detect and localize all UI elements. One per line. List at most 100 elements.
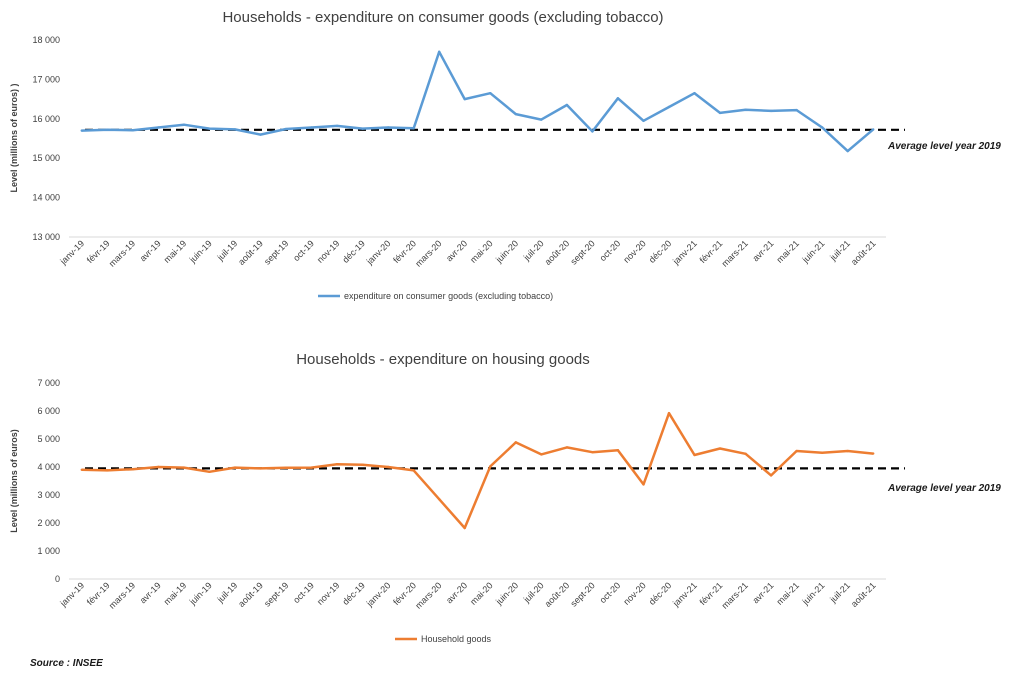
x-tick-label: nov-20 xyxy=(621,580,648,607)
data-point xyxy=(718,447,722,450)
data-point xyxy=(693,453,696,457)
x-tick-label: mars-21 xyxy=(720,580,750,610)
x-tick-label: sept-19 xyxy=(262,580,290,608)
y-tick-label: 14 000 xyxy=(32,193,60,203)
data-point xyxy=(80,129,83,132)
data-point xyxy=(795,108,798,112)
data-point xyxy=(284,466,288,470)
data-point xyxy=(642,483,645,486)
y-tick-label: 4 000 xyxy=(37,462,60,472)
data-point xyxy=(386,465,390,469)
data-point xyxy=(259,133,262,136)
y-axis-label: Level (millions of euros) ) xyxy=(9,83,19,192)
x-tick-label: avr-20 xyxy=(444,580,469,605)
legend-label: Household goods xyxy=(421,634,492,644)
data-point xyxy=(540,118,543,121)
x-tick-label: mars-20 xyxy=(413,580,443,610)
x-tick-label: déc-20 xyxy=(647,580,674,607)
x-tick-label: oct-20 xyxy=(598,238,623,263)
y-tick-label: 15 000 xyxy=(32,153,60,163)
data-point xyxy=(361,463,364,466)
data-point xyxy=(667,105,671,109)
data-point xyxy=(208,127,211,130)
x-tick-label: juin-21 xyxy=(800,580,827,607)
x-tick-label: août-19 xyxy=(236,238,265,267)
data-point xyxy=(131,468,135,471)
x-tick-label: oct-19 xyxy=(291,580,316,605)
x-tick-label: janv-21 xyxy=(670,580,699,609)
data-point xyxy=(157,465,160,469)
data-point xyxy=(438,498,441,501)
data-point xyxy=(157,126,160,129)
x-tick-label: juin-20 xyxy=(493,238,520,265)
data-point xyxy=(820,451,824,454)
data-point xyxy=(208,470,211,473)
data-point xyxy=(769,474,773,477)
y-tick-label: 13 000 xyxy=(32,232,60,242)
x-tick-label: août-19 xyxy=(236,580,265,609)
data-point xyxy=(795,449,798,453)
x-tick-label: sept-20 xyxy=(568,238,596,266)
chart-title: Households - expenditure on consumer goo… xyxy=(222,9,663,26)
data-point xyxy=(718,111,722,115)
data-point xyxy=(284,127,288,131)
x-tick-label: août-21 xyxy=(849,238,878,267)
x-tick-label: mai-21 xyxy=(775,580,802,607)
y-tick-label: 0 xyxy=(55,574,60,584)
chart-consumer-goods: Households - expenditure on consumer goo… xyxy=(9,9,1001,301)
y-tick-label: 7 000 xyxy=(37,378,60,388)
data-point xyxy=(565,103,569,107)
data-point xyxy=(310,126,313,129)
data-point xyxy=(514,112,517,116)
reference-line-label: Average level year 2019 xyxy=(887,141,1001,152)
series-points xyxy=(80,50,875,153)
x-tick-label: sept-19 xyxy=(262,238,290,266)
reference-line-label: Average level year 2019 xyxy=(887,483,1001,494)
y-tick-label: 1 000 xyxy=(37,546,60,556)
data-point xyxy=(489,91,492,95)
data-point xyxy=(591,130,594,133)
series-line xyxy=(81,50,875,153)
x-tick-label: juin-21 xyxy=(800,238,827,265)
data-point xyxy=(182,466,186,469)
data-point xyxy=(131,129,135,132)
x-tick-label: déc-19 xyxy=(340,238,367,265)
x-tick-label: déc-19 xyxy=(340,580,367,607)
x-tick-label: avr-20 xyxy=(444,238,469,263)
data-point xyxy=(489,465,492,468)
x-tick-label: sept-20 xyxy=(568,580,596,608)
data-point xyxy=(642,119,645,122)
data-point xyxy=(514,441,517,444)
data-point xyxy=(616,97,620,100)
data-point xyxy=(259,467,262,470)
data-point xyxy=(846,149,849,153)
y-tick-labels: 0 1 000 2 000 3 000 4 000 5 000 6 000 7 000 xyxy=(37,378,60,584)
y-tick-label: 16 000 xyxy=(32,114,60,124)
data-point xyxy=(616,449,620,452)
data-point xyxy=(182,123,186,126)
x-tick-label: nov-20 xyxy=(621,238,648,265)
y-tick-label: 6 000 xyxy=(37,406,60,416)
x-tick-label: juin-19 xyxy=(187,580,214,607)
chart-housing-goods: Households - expenditure on housing good… xyxy=(9,351,1001,644)
y-tick-label: 18 000 xyxy=(32,35,60,45)
x-tick-label: avr-19 xyxy=(138,580,163,605)
data-point xyxy=(386,126,390,129)
x-tick-label: nov-19 xyxy=(315,238,342,265)
x-tick-label: oct-20 xyxy=(598,580,623,605)
x-tick-label: mars-20 xyxy=(413,238,443,268)
source-note: Source : INSEE xyxy=(30,658,103,669)
data-point xyxy=(106,128,109,132)
x-tick-label: avr-21 xyxy=(750,238,775,263)
y-tick-label: 5 000 xyxy=(37,434,60,444)
data-point xyxy=(463,97,466,101)
data-point xyxy=(438,50,441,54)
data-point xyxy=(463,526,466,530)
data-point xyxy=(565,446,569,449)
data-point xyxy=(412,127,415,130)
data-point xyxy=(106,469,109,472)
x-tick-label: juin-19 xyxy=(187,238,214,265)
x-tick-label: déc-20 xyxy=(647,238,674,265)
